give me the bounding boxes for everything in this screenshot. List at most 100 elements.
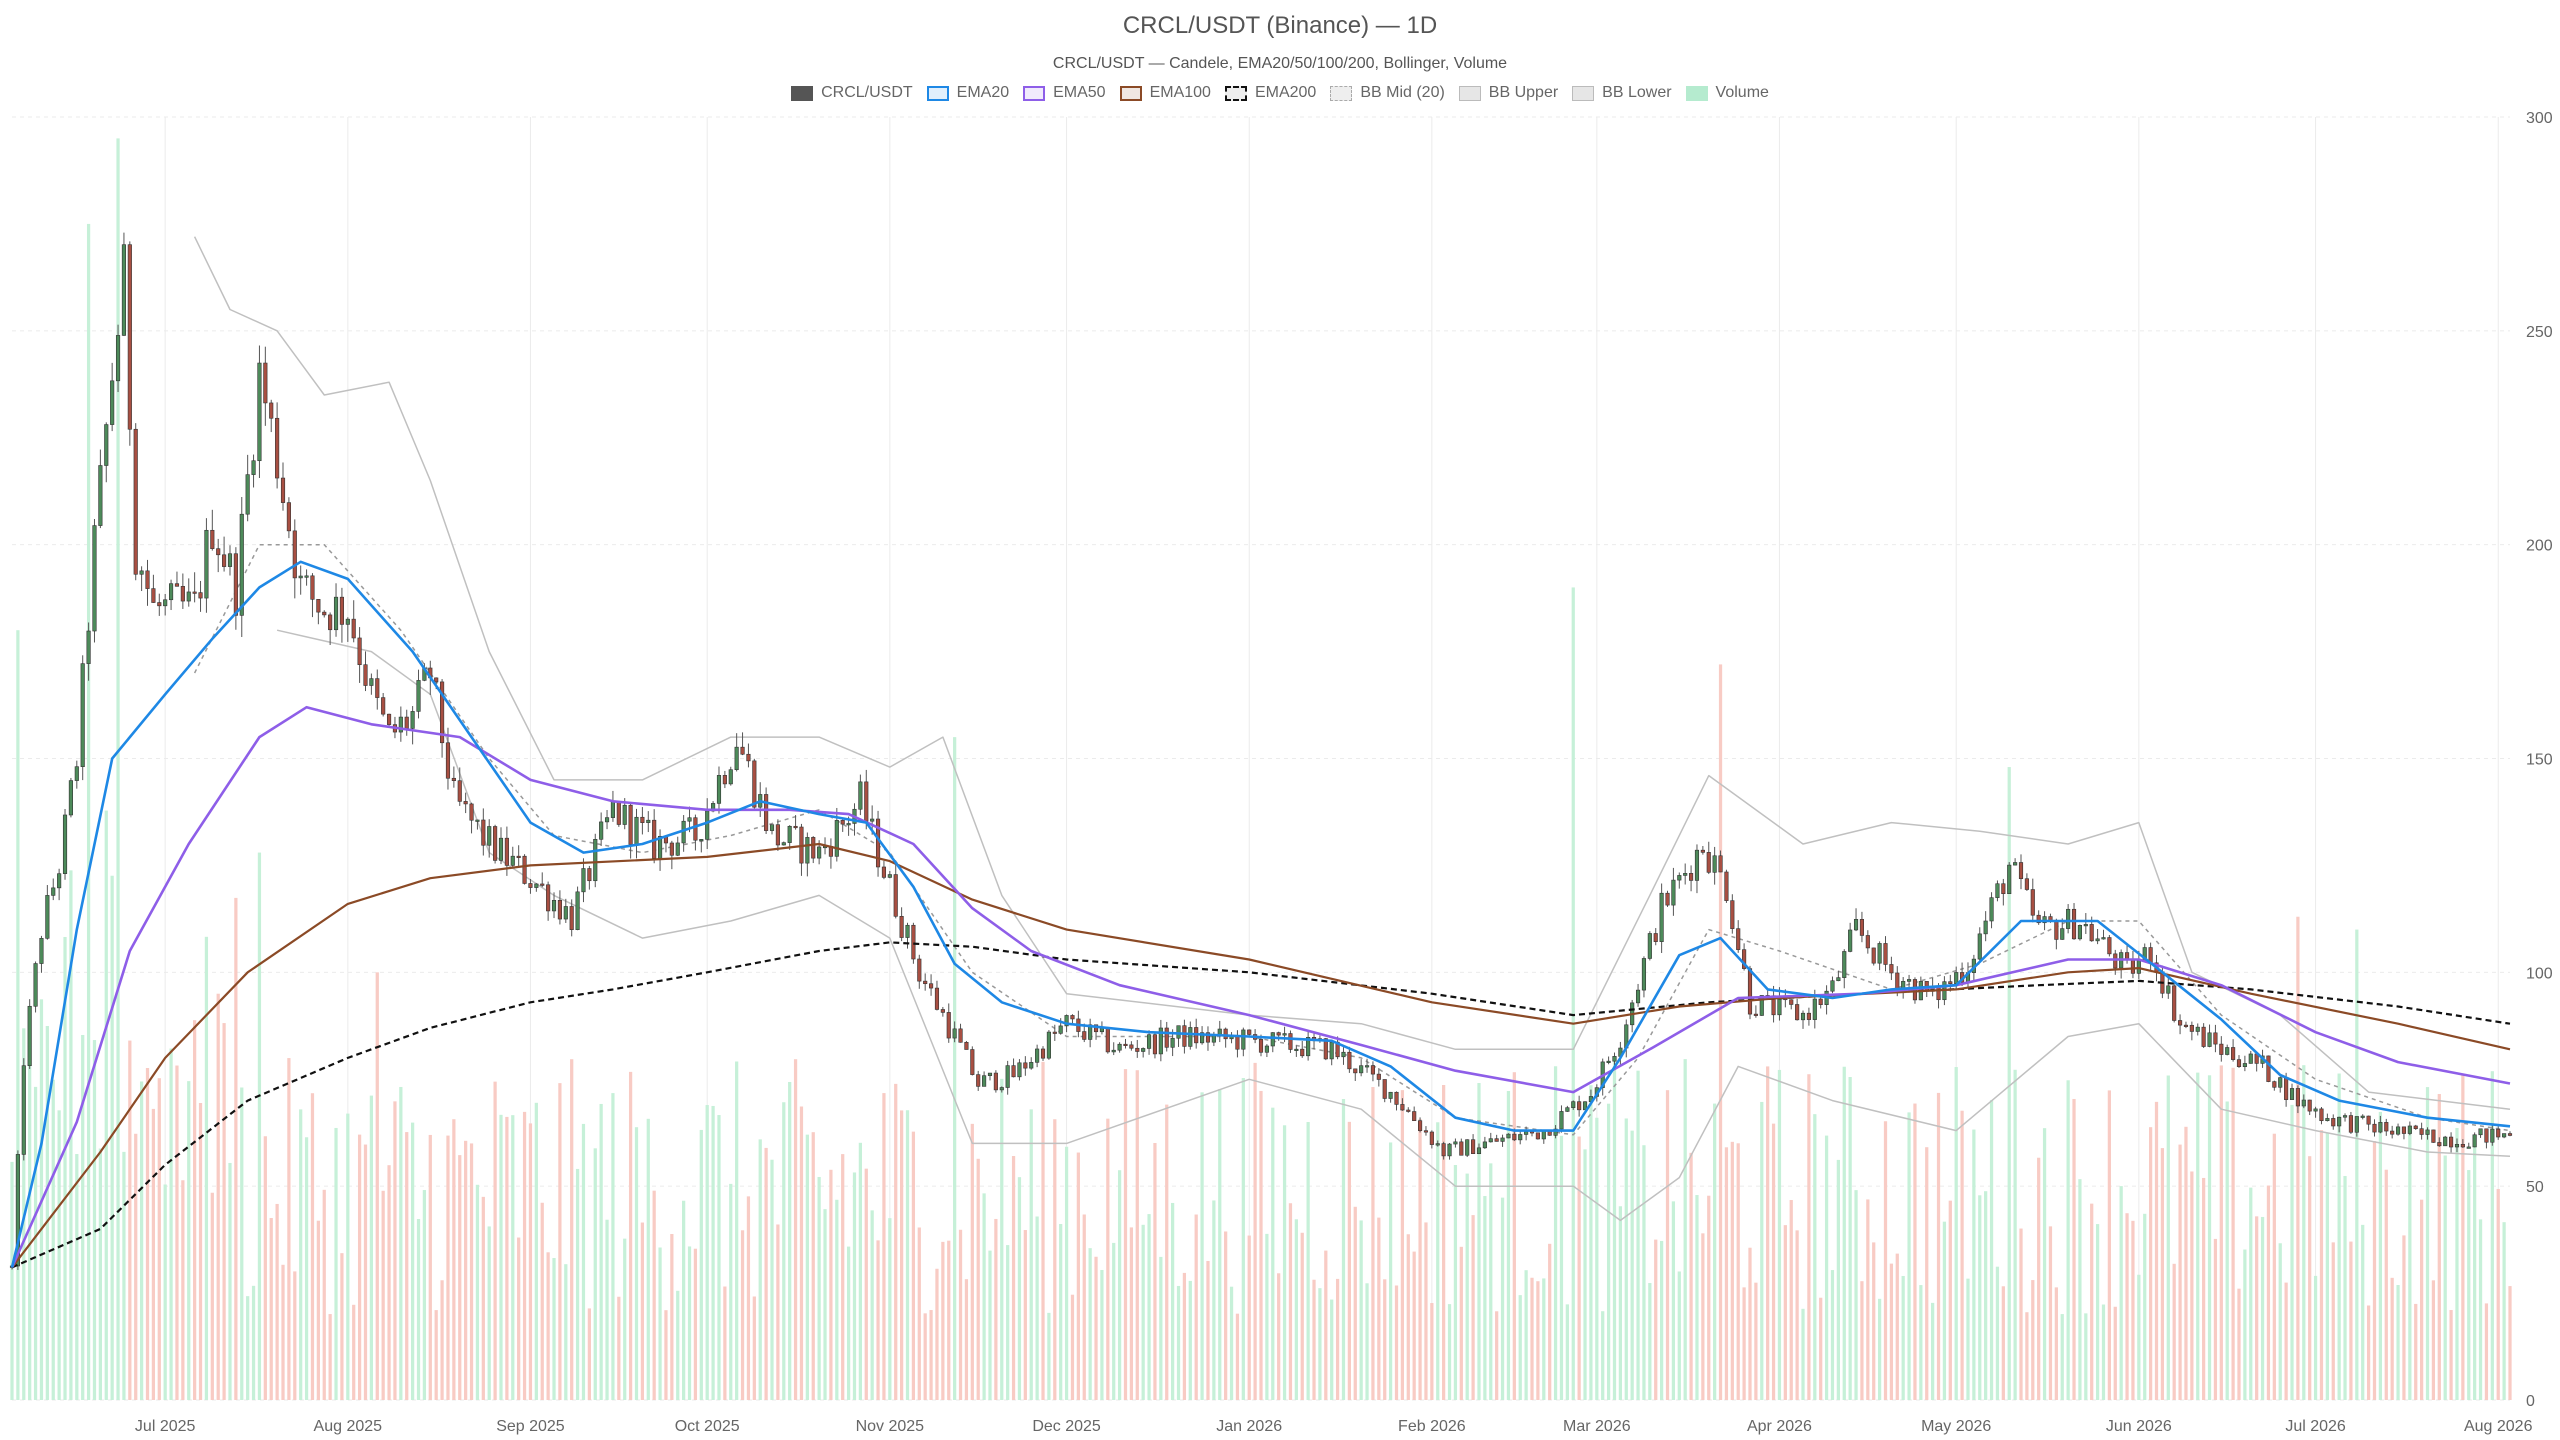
volume-bar [2290, 1104, 2294, 1400]
volume-bar [599, 1103, 603, 1400]
candle-body [1689, 873, 1694, 881]
volume-bar [917, 1227, 921, 1400]
volume-bar [1860, 1281, 1864, 1400]
volume-bar [428, 1134, 432, 1400]
legend-item-ema20[interactable]: EMA20 [926, 84, 1009, 102]
volume-bar [310, 1093, 315, 1400]
volume-bar [640, 1222, 645, 1400]
volume-bar [717, 1115, 721, 1400]
volume-bar [86, 223, 91, 1401]
volume-bar [363, 1144, 368, 1400]
candle-body [351, 618, 356, 639]
volume-bar [1583, 1149, 1587, 1400]
candle-body [2378, 1122, 2383, 1133]
volume-bar [852, 1172, 857, 1400]
volume-bar [1771, 1123, 1776, 1400]
candle-body [92, 525, 97, 632]
volume-bar [1989, 1100, 1994, 1400]
volume-bar [1978, 1195, 1982, 1400]
legend-item-volume[interactable]: Volume [1685, 84, 1769, 102]
volume-bar [1035, 1216, 1039, 1400]
legend-item-ema50[interactable]: EMA50 [1023, 84, 1106, 102]
candle-body [675, 842, 680, 856]
candle-body [1500, 1137, 1505, 1142]
candle-body [1724, 871, 1729, 901]
candle-body [434, 677, 439, 683]
legend-item-ema100[interactable]: EMA100 [1119, 84, 1211, 102]
volume-bar [2425, 1087, 2430, 1400]
volume-bar [723, 1286, 727, 1400]
volume-bar [393, 1101, 397, 1400]
candle-body [840, 820, 845, 825]
candle-body [917, 958, 922, 982]
volume-bar [652, 1190, 656, 1400]
candle-body [1347, 1051, 1352, 1070]
volume-bar [1595, 1117, 1599, 1400]
volume-bar [1400, 1090, 1405, 1400]
candle-body [1082, 1031, 1087, 1040]
candle-body [1577, 1101, 1582, 1111]
candle-body [1541, 1130, 1546, 1140]
volume-bar [835, 1199, 839, 1400]
volume-bar [110, 875, 114, 1400]
volume-bar [634, 1127, 639, 1400]
volume-bar [1271, 1107, 1275, 1400]
x-tick-label: Feb 2026 [1398, 1418, 1466, 1435]
x-tick-label: Sep 2025 [496, 1418, 565, 1435]
legend-item-ema200[interactable]: EMA200 [1224, 84, 1316, 102]
x-tick-label: Apr 2026 [1747, 1418, 1812, 1435]
candle-body [86, 630, 91, 664]
volume-bar [1135, 1070, 1139, 1400]
candle-body [369, 678, 374, 686]
candle-body [964, 1042, 969, 1050]
legend-item-bbmid[interactable]: BB Mid (20) [1330, 84, 1445, 102]
candle-body [1223, 1028, 1228, 1040]
legend-item-candles[interactable]: CRCL/USDT [791, 84, 913, 102]
volume-bar [263, 1136, 267, 1400]
legend-item-bblower[interactable]: BB Lower [1572, 84, 1672, 102]
volume-bar [1677, 1271, 1681, 1400]
volume-bar [1306, 1122, 1310, 1400]
volume-bar [1636, 1070, 1640, 1400]
volume-bar [1253, 1062, 1257, 1400]
candle-body [1795, 1004, 1800, 1021]
candle-body [192, 591, 197, 594]
volume-bar [2019, 1228, 2023, 1400]
candle-body [2354, 1116, 2359, 1133]
candle-body [987, 1072, 993, 1076]
candle-body [781, 842, 786, 846]
volume-bar [334, 1127, 338, 1400]
volume-bar [2337, 1073, 2341, 1400]
candle-body [1052, 1031, 1057, 1034]
candle-body [2113, 953, 2118, 969]
volume-bar [2190, 1171, 2194, 1400]
candle-body [2502, 1133, 2507, 1138]
candle-body [1353, 1068, 1358, 1074]
volume-bar [1836, 1159, 1840, 1400]
candle-body [2407, 1125, 2412, 1134]
candle-body [2219, 1043, 2224, 1055]
candle-body [1418, 1120, 1423, 1131]
candle-body [2201, 1026, 2206, 1047]
candle-body [2136, 960, 2141, 974]
volume-bar [2225, 1101, 2229, 1400]
volume-bar [788, 1081, 792, 1400]
candle-body [752, 760, 757, 808]
volume-bar [953, 737, 957, 1400]
candle-body [2278, 1077, 2283, 1088]
candle-body [316, 599, 321, 613]
legend-item-bbupper[interactable]: BB Upper [1458, 84, 1558, 102]
volume-bar [687, 1246, 692, 1400]
y-tick-label: 200 [2526, 538, 2553, 555]
candle-body [398, 716, 403, 733]
y-tick-label: 100 [2526, 965, 2553, 982]
volume-bar [646, 1118, 650, 1400]
candle-body [599, 821, 604, 840]
volume-bar [458, 1155, 462, 1400]
volume-bar [81, 1034, 85, 1400]
volume-bar [1094, 1256, 1098, 1400]
volume-bar [1960, 1110, 1964, 1400]
volume-bar [316, 1220, 320, 1400]
volume-bar [1459, 1246, 1463, 1400]
volume-bar [1117, 1170, 1122, 1400]
